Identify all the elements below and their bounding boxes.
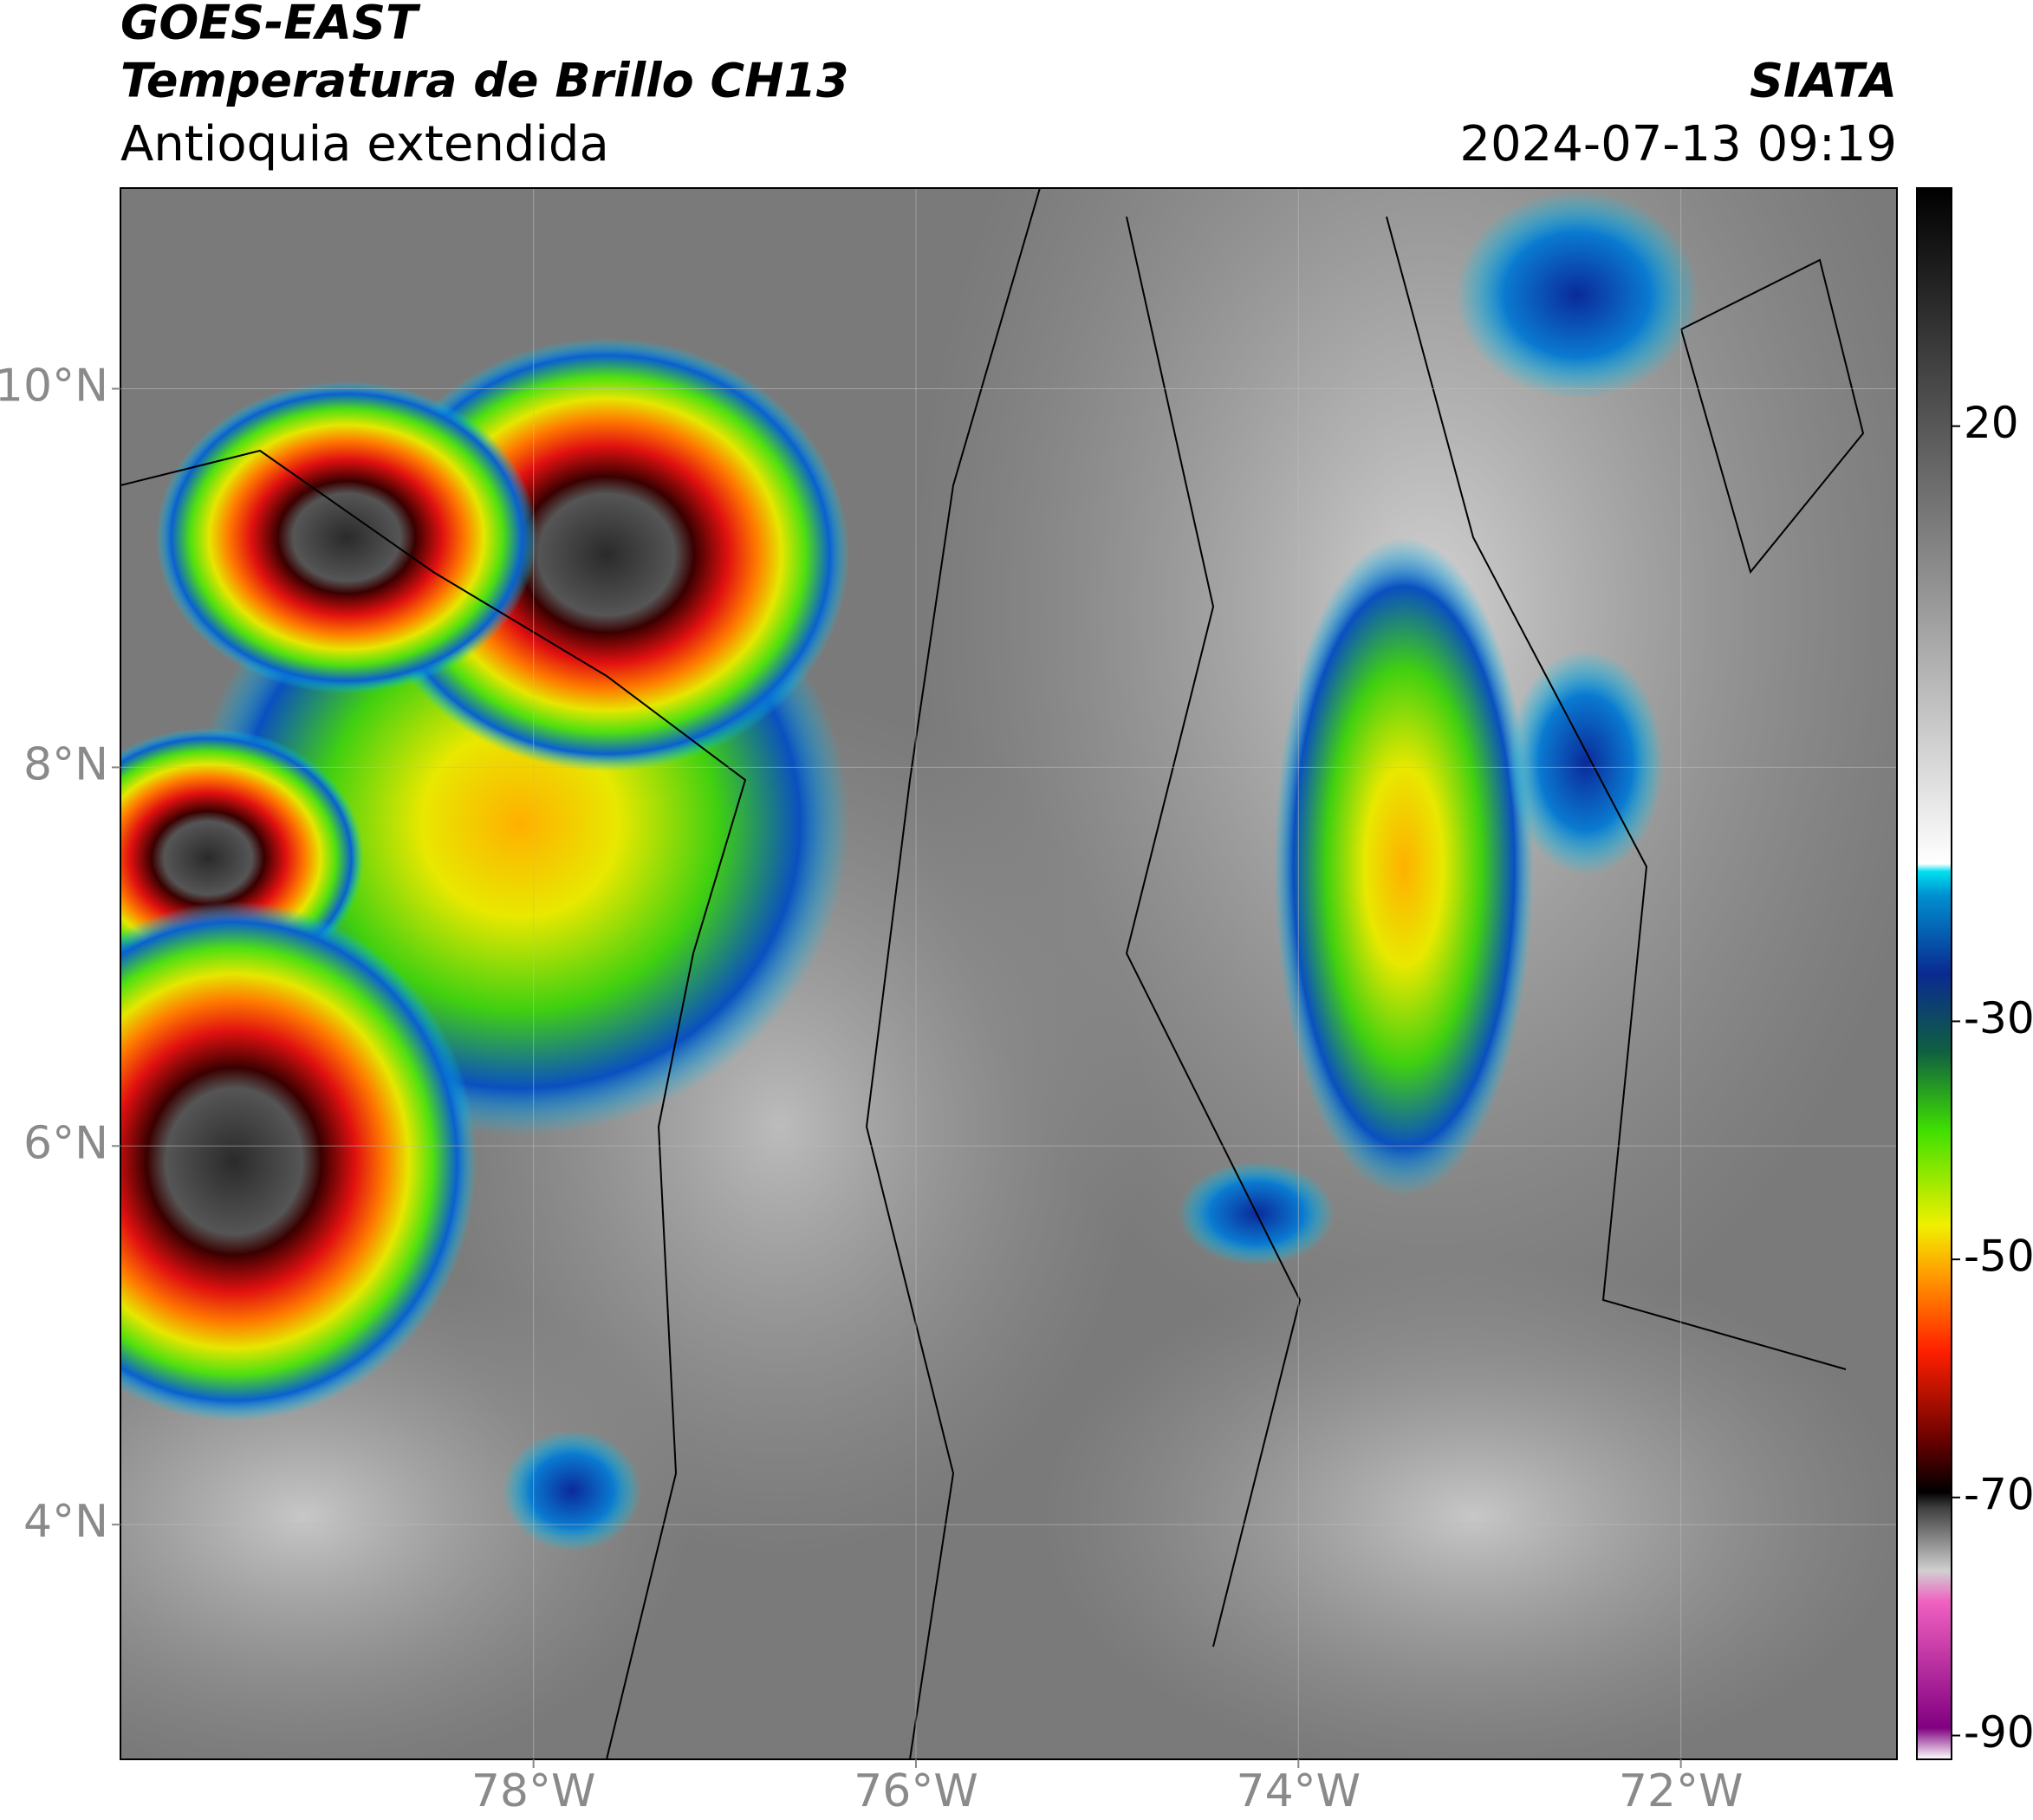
datetime: 2024-07-13 09:19 [1459,116,1897,172]
y-tick-label: 8°N [23,738,108,790]
y-tick-label: 4°N [23,1496,108,1548]
x-tick-label: 74°W [1237,1765,1361,1817]
x-tick-label: 76°W [854,1765,978,1817]
x-tick-label: 78°W [471,1765,596,1817]
x-tick-label: 72°W [1619,1765,1744,1817]
colorbar-tick-label: -70 [1964,1469,2033,1519]
source: SIATA [1750,54,1897,108]
colorbar [1916,187,1952,1760]
colorbar-tick-label: -90 [1964,1707,2033,1758]
region: Antioquia extendida [120,116,609,172]
y-tick-label: 6°N [23,1117,108,1169]
satellite-image [120,188,1897,1759]
subtitle: Temperatura de Brillo CH13 [120,54,849,108]
y-tick-label: 10°N [0,361,108,413]
colorbar-tick-label: -50 [1964,1232,2033,1282]
grid [120,188,1897,1759]
colorbar-tick-label: -30 [1964,993,2033,1043]
map-frame [120,187,1898,1760]
title: GOES-EAST [120,0,421,50]
colorbar-tick-label: 20 [1964,398,2019,448]
